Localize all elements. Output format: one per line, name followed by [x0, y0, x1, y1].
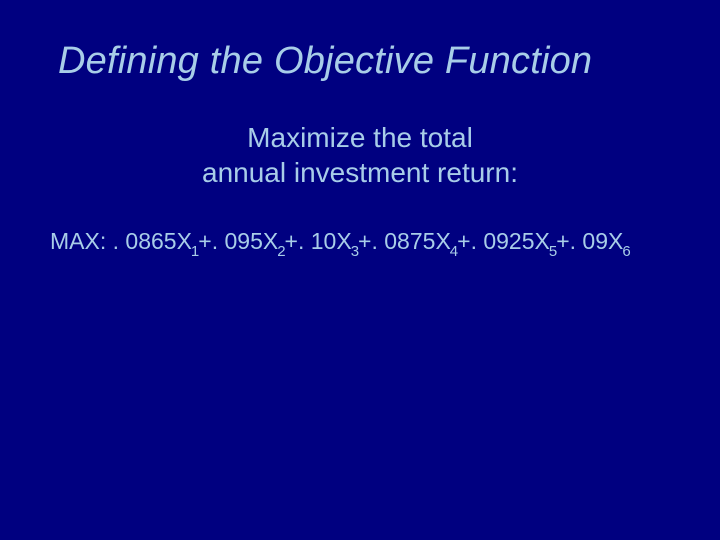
subtitle-line-1: Maximize the total: [0, 120, 720, 155]
term-1-var: X: [177, 228, 192, 254]
op-4: +: [457, 228, 470, 254]
subtitle-line-2: annual investment return:: [0, 155, 720, 190]
term-4-coef: . 0875: [371, 228, 435, 254]
term-6-sub: 6: [622, 243, 630, 260]
op-1: +: [198, 228, 211, 254]
term-2-var: X: [263, 228, 278, 254]
term-6-coef: . 09: [570, 228, 608, 254]
subtitle-block: Maximize the total annual investment ret…: [0, 120, 720, 190]
term-3-sub: 3: [351, 243, 359, 260]
op-5: +: [556, 228, 569, 254]
term-3-coef: . 10: [298, 228, 336, 254]
term-1-sub: 1: [191, 243, 199, 260]
objective-function-equation: MAX: . 0865X1+. 095X2+. 10X3+. 0875X4+. …: [50, 228, 630, 259]
term-3-var: X: [336, 228, 351, 254]
term-4-var: X: [435, 228, 450, 254]
op-3: +: [358, 228, 371, 254]
term-5-var: X: [535, 228, 550, 254]
term-5-sub: 5: [549, 243, 557, 260]
op-2: +: [285, 228, 298, 254]
term-5-coef: . 0925: [471, 228, 535, 254]
term-1-coef: . 0865: [113, 228, 177, 254]
term-4-sub: 4: [450, 243, 458, 260]
term-2-sub: 2: [277, 243, 285, 260]
term-2-coef: . 095: [212, 228, 263, 254]
slide-title: Defining the Objective Function: [58, 40, 592, 83]
equation-prefix: MAX:: [50, 228, 113, 254]
